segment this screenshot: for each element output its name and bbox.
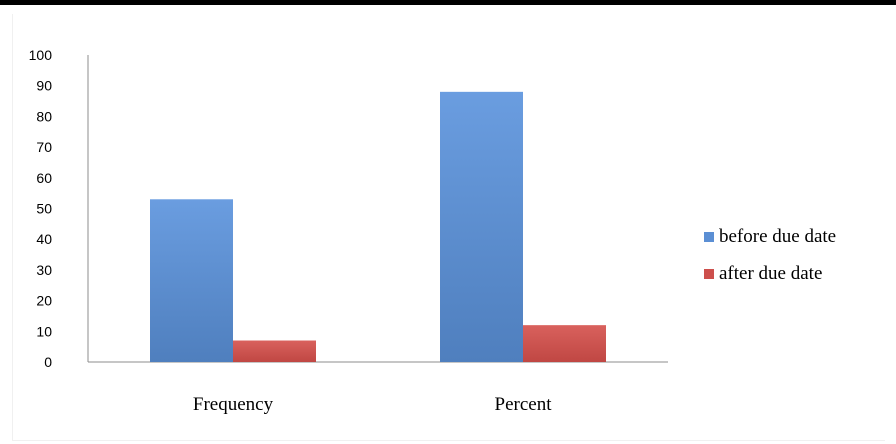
bar-after-due-date-percent <box>523 325 606 362</box>
bar-before-due-date-frequency <box>150 199 233 362</box>
x-category-label: Frequency <box>193 394 274 415</box>
legend-swatch <box>704 269 714 279</box>
y-tick-label: 40 <box>36 231 52 247</box>
bars <box>150 91 606 362</box>
y-tick-label: 90 <box>36 78 52 94</box>
y-tick-label: 80 <box>36 108 52 124</box>
legend-label: before due date <box>719 226 836 247</box>
y-tick-label: 100 <box>29 47 53 63</box>
y-tick-label: 60 <box>36 170 52 186</box>
y-tick-label: 50 <box>36 201 52 217</box>
legend-swatch <box>704 232 714 242</box>
y-tick-label: 30 <box>36 262 52 278</box>
bar-after-due-date-frequency <box>233 340 316 362</box>
legend-label: after due date <box>719 263 822 284</box>
top-rule <box>0 0 896 5</box>
y-tick-label: 70 <box>36 139 52 155</box>
y-tick-label: 10 <box>36 323 52 339</box>
legend: before due date after due date <box>704 226 836 284</box>
y-tick-label: 20 <box>36 293 52 309</box>
chart-frame <box>12 14 885 441</box>
y-tick-label: 0 <box>44 354 52 370</box>
x-category-label: Percent <box>495 394 553 415</box>
tick-labels: 0 10 20 30 40 50 60 70 80 90 100 Frequency Percent <box>29 47 553 415</box>
bar-before-due-date-percent <box>440 91 523 362</box>
